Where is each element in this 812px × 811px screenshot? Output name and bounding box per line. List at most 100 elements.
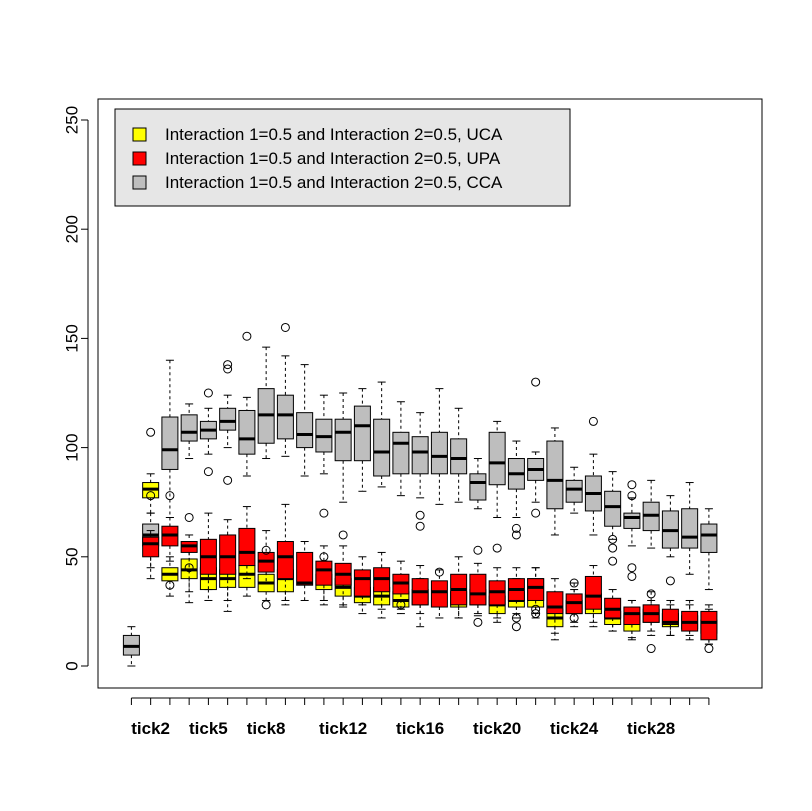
box-body bbox=[584, 575, 602, 610]
box-body bbox=[276, 541, 294, 580]
box-cca-tick9 bbox=[276, 322, 294, 457]
box-upa-tick30 bbox=[681, 599, 699, 641]
outlier-point bbox=[646, 589, 656, 599]
box-body bbox=[661, 608, 679, 626]
box-cca-tick24 bbox=[565, 466, 583, 514]
outlier-point bbox=[511, 622, 521, 632]
box-cca-tick14 bbox=[373, 381, 391, 488]
box-body bbox=[700, 610, 718, 641]
box-body bbox=[142, 536, 160, 558]
box-upa-tick21 bbox=[507, 567, 525, 615]
box-cca-tick31 bbox=[700, 508, 718, 591]
x-tick-label: tick8 bbox=[247, 719, 286, 738]
box-cca-tick27 bbox=[623, 480, 641, 547]
box-upa-tick4 bbox=[180, 512, 198, 604]
outlier-point bbox=[608, 556, 618, 566]
box-upa-tick7 bbox=[238, 506, 256, 580]
box-body bbox=[296, 551, 314, 586]
box-cca-tick5 bbox=[199, 388, 217, 477]
box-body bbox=[469, 573, 487, 606]
outlier-point bbox=[492, 543, 502, 553]
box-cca-tick10 bbox=[296, 364, 314, 477]
box-body bbox=[681, 508, 699, 549]
box-body bbox=[353, 569, 371, 597]
box-cca-tick1 bbox=[122, 626, 140, 667]
box-cca-tick28 bbox=[642, 479, 660, 549]
box-body bbox=[411, 436, 429, 475]
box-upa-tick31 bbox=[700, 604, 718, 654]
box-cca-tick23 bbox=[546, 427, 564, 536]
x-tick-label: tick2 bbox=[131, 719, 170, 738]
box-cca-tick13 bbox=[353, 388, 371, 492]
legend-label: Interaction 1=0.5 and Interaction 2=0.5,… bbox=[165, 125, 503, 144]
plot-frame bbox=[97, 98, 763, 689]
outlier-point bbox=[434, 567, 444, 577]
box-upa-tick22 bbox=[527, 567, 545, 615]
box-upa-tick18 bbox=[450, 556, 468, 619]
outlier-point bbox=[627, 563, 637, 573]
outlier-point bbox=[203, 467, 213, 477]
box-body bbox=[469, 473, 487, 501]
box-upa-tick15 bbox=[392, 560, 410, 610]
box-body bbox=[276, 394, 294, 440]
box-cca-tick7 bbox=[238, 331, 256, 477]
box-upa-tick16 bbox=[411, 565, 429, 628]
box-upa-tick9 bbox=[276, 503, 294, 601]
box-cca-tick29 bbox=[661, 495, 679, 558]
outlier-point bbox=[531, 508, 541, 518]
box-cca-tick26 bbox=[604, 471, 622, 540]
legend: Interaction 1=0.5 and Interaction 2=0.5,… bbox=[114, 108, 571, 207]
box-body bbox=[604, 490, 622, 527]
box-cca-tick3 bbox=[161, 359, 179, 518]
x-tick-label: tick12 bbox=[319, 719, 367, 738]
box-upa-tick20 bbox=[488, 543, 506, 619]
outlier-point bbox=[646, 644, 656, 654]
box-upa-tick3 bbox=[161, 491, 179, 590]
outlier-point bbox=[146, 427, 156, 437]
box-upa-tick24 bbox=[565, 582, 583, 628]
outlier-point bbox=[511, 530, 521, 540]
outlier-point bbox=[665, 576, 675, 586]
box-body bbox=[430, 431, 448, 475]
y-tick-label: 50 bbox=[63, 547, 82, 566]
outlier-point bbox=[223, 364, 233, 374]
x-tick-label: tick16 bbox=[396, 719, 444, 738]
box-cca-tick30 bbox=[681, 482, 699, 575]
outlier-point bbox=[146, 491, 156, 501]
legend-label: Interaction 1=0.5 and Interaction 2=0.5,… bbox=[165, 149, 501, 168]
outlier-point bbox=[473, 545, 483, 555]
box-body bbox=[546, 440, 564, 510]
outlier-point bbox=[415, 521, 425, 531]
box-upa-tick8 bbox=[257, 530, 275, 584]
box-body bbox=[430, 580, 448, 608]
outlier-point bbox=[165, 580, 175, 590]
box-body bbox=[700, 523, 718, 553]
y-tick-label: 100 bbox=[63, 433, 82, 461]
outlier-point bbox=[223, 475, 233, 485]
box-body bbox=[161, 416, 179, 470]
box-upa-tick27 bbox=[623, 563, 641, 639]
box-upa-tick2 bbox=[142, 530, 160, 580]
box-body bbox=[315, 560, 333, 586]
box-cca-tick25 bbox=[584, 416, 602, 536]
outlier-point bbox=[531, 377, 541, 387]
box-uca-tick2 bbox=[142, 473, 160, 514]
box-upa-tick10 bbox=[296, 541, 314, 601]
box-cca-tick12 bbox=[334, 392, 352, 503]
outlier-point bbox=[608, 543, 618, 553]
outlier-point bbox=[608, 534, 618, 544]
box-cca-tick16 bbox=[411, 412, 429, 531]
legend-label: Interaction 1=0.5 and Interaction 2=0.5,… bbox=[165, 173, 503, 192]
outlier-point bbox=[627, 571, 637, 581]
box-body bbox=[623, 512, 641, 529]
box-cca-tick19 bbox=[469, 458, 487, 510]
outlier-point bbox=[203, 388, 213, 398]
box-upa-tick19 bbox=[469, 545, 487, 617]
outlier-point bbox=[627, 480, 637, 490]
y-tick-label: 150 bbox=[63, 324, 82, 352]
outlier-point bbox=[415, 510, 425, 520]
outlier-point bbox=[184, 512, 194, 522]
legend-box bbox=[114, 108, 571, 207]
box-upa-tick11 bbox=[315, 545, 333, 606]
y-tick-label: 0 bbox=[63, 661, 82, 670]
